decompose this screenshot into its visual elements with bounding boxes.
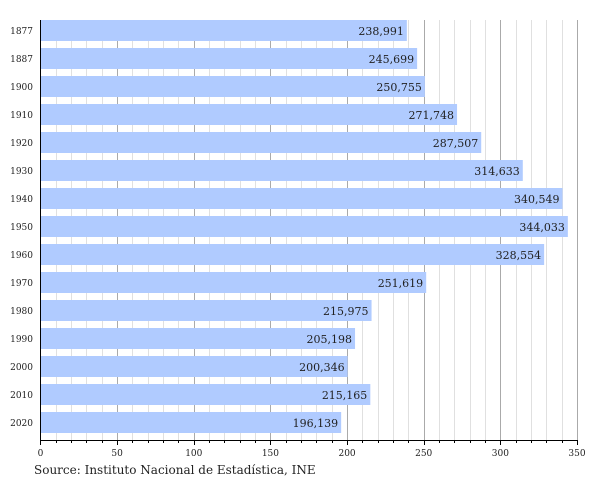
bar-value-label: 328,554 (496, 249, 542, 262)
bar-2020 (40, 412, 342, 433)
y-tick-label: 1877 (10, 27, 33, 37)
y-tick-label: 1980 (10, 307, 33, 317)
bar-1970 (40, 272, 427, 293)
bar-value-label: 340,549 (514, 193, 560, 206)
x-tick-label: 200 (338, 449, 355, 459)
x-tick-label: 50 (111, 449, 123, 459)
bar-value-label: 200,346 (299, 361, 345, 374)
y-tick-label: 1930 (10, 167, 33, 177)
y-tick-label: 1950 (10, 223, 33, 233)
bar-1980 (40, 300, 372, 321)
bar-value-label: 196,139 (293, 417, 339, 430)
bar-value-label: 251,619 (378, 277, 424, 290)
x-tick-label: 0 (38, 449, 44, 459)
y-tick-label: 1970 (10, 279, 33, 289)
bar-1930 (40, 160, 523, 181)
bar-1900 (40, 76, 425, 97)
bar-1960 (40, 244, 545, 265)
bar-2010 (40, 384, 371, 405)
bar-value-label: 314,633 (474, 165, 520, 178)
bar-value-label: 205,198 (307, 333, 353, 346)
y-tick-label: 1990 (10, 335, 33, 345)
x-tick-label: 150 (262, 449, 279, 459)
x-tick-label: 250 (415, 449, 432, 459)
source-note: Source: Instituto Nacional de Estadístic… (34, 463, 316, 477)
bar-1940 (40, 188, 563, 209)
y-tick-label: 1887 (10, 55, 33, 65)
bar-value-label: 271,748 (409, 109, 455, 122)
x-tick-label: 350 (568, 449, 585, 459)
bar-value-label: 287,507 (433, 137, 479, 150)
y-tick-label: 2010 (10, 391, 33, 401)
bar-1950 (40, 216, 568, 237)
y-tick-label: 1910 (10, 111, 33, 121)
y-tick-label: 1960 (10, 251, 33, 261)
y-tick-label: 1920 (10, 139, 33, 149)
bar-value-label: 245,699 (369, 53, 415, 66)
bar-value-label: 215,165 (322, 389, 368, 402)
y-tick-label: 1900 (10, 83, 33, 93)
bar-value-label: 215,975 (323, 305, 369, 318)
x-tick-label: 300 (492, 449, 509, 459)
bar-value-label: 250,755 (376, 81, 422, 94)
bar-1887 (40, 48, 418, 69)
bar-1920 (40, 132, 482, 153)
y-tick-label: 2000 (10, 363, 33, 373)
bar-1877 (40, 20, 407, 41)
bar-2000 (40, 356, 348, 377)
y-tick-label: 2020 (10, 419, 33, 429)
bar-value-label: 344,033 (519, 221, 565, 234)
bar-value-label: 238,991 (358, 25, 404, 38)
bar-1990 (40, 328, 356, 349)
x-tick-label: 100 (185, 449, 202, 459)
bar-1910 (40, 104, 458, 125)
y-tick-label: 1940 (10, 195, 33, 205)
